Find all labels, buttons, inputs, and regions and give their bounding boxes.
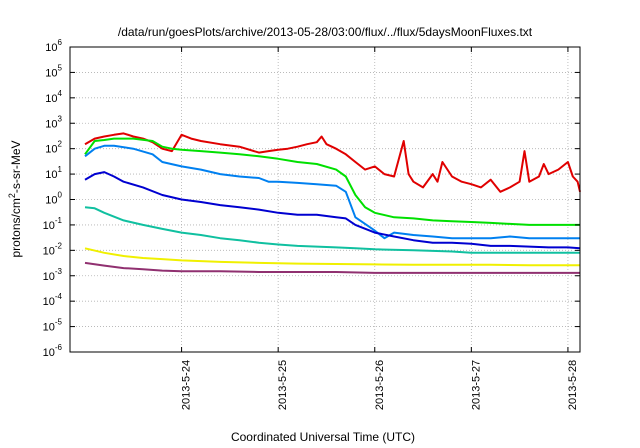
y-tick-label: 100 — [45, 191, 62, 207]
y-tick-label: 10-1 — [43, 216, 63, 232]
y-tick-base: 10 — [45, 67, 57, 79]
x-axis-ticks: 2013-5-24 2013-5-25 2013-5-26 2013-5-27 2013… — [181, 47, 579, 410]
y-tick-label: 103 — [45, 114, 62, 130]
y-tick-exp: 6 — [58, 38, 63, 47]
y-tick-exp: 4 — [58, 89, 63, 98]
y-tick-label: 10-3 — [43, 267, 63, 283]
y-axis-label-sup: 2 — [7, 193, 17, 198]
y-tick-base: 10 — [45, 93, 57, 105]
y-tick-label: 106 — [45, 38, 62, 54]
y-axis-label: protons/cm2-s-sr-MeV — [7, 140, 23, 257]
y-tick-label: 104 — [45, 89, 62, 105]
y-tick-base: 10 — [45, 118, 57, 130]
y-tick-exp: 5 — [58, 63, 63, 72]
chart-title: /data/run/goesPlots/archive/2013-05-28/0… — [118, 25, 533, 39]
y-tick-label: 101 — [45, 165, 62, 181]
y-tick-exp: 1 — [58, 165, 63, 174]
series-layer — [84, 132, 581, 274]
x-tick-label: 2013-5-28 — [567, 360, 579, 410]
y-tick-base: 10 — [43, 220, 55, 232]
y-axis-ticks: 10-610-510-410-310-210-11001011021031041… — [43, 38, 580, 359]
y-tick-base: 10 — [45, 195, 57, 207]
y-tick-base: 10 — [45, 42, 57, 54]
grid-lines — [70, 47, 580, 352]
y-tick-label: 10-5 — [43, 318, 63, 334]
y-tick-label: 10-4 — [43, 292, 63, 308]
y-tick-base: 10 — [45, 144, 57, 156]
y-tick-exp: -4 — [55, 292, 63, 301]
y-tick-exp: -5 — [55, 318, 63, 327]
x-tick-label: 2013-5-25 — [277, 360, 289, 410]
y-axis-label-rest: -s-sr-MeV — [9, 140, 23, 193]
y-tick-label: 102 — [45, 140, 62, 156]
series-line-7 — [84, 261, 580, 274]
y-tick-base: 10 — [43, 245, 55, 257]
x-tick-label: 2013-5-27 — [470, 360, 482, 410]
y-tick-exp: -1 — [55, 216, 63, 225]
y-tick-label: 10-6 — [43, 343, 63, 359]
series-line-4 — [84, 171, 581, 250]
y-tick-exp: -6 — [55, 343, 63, 352]
y-tick-exp: 0 — [58, 191, 63, 200]
y-tick-base: 10 — [45, 169, 57, 181]
y-tick-exp: -2 — [55, 241, 63, 250]
y-axis-label-base: protons/cm — [9, 198, 23, 257]
y-tick-exp: -3 — [55, 267, 63, 276]
x-tick-label: 2013-5-24 — [181, 360, 193, 410]
series-line-6 — [84, 247, 580, 267]
y-tick-base: 10 — [43, 296, 55, 308]
x-axis-label: Coordinated Universal Time (UTC) — [231, 430, 415, 444]
y-tick-base: 10 — [43, 271, 55, 283]
y-tick-exp: 2 — [58, 140, 63, 149]
y-tick-base: 10 — [43, 322, 55, 334]
y-tick-exp: 3 — [58, 114, 63, 123]
series-line-2 — [84, 137, 580, 226]
series-line-3 — [84, 144, 580, 240]
y-tick-base: 10 — [43, 347, 55, 359]
y-tick-label: 105 — [45, 63, 62, 79]
series-line-5 — [84, 206, 580, 254]
y-tick-label: 10-2 — [43, 241, 63, 257]
x-tick-label: 2013-5-26 — [374, 360, 386, 410]
